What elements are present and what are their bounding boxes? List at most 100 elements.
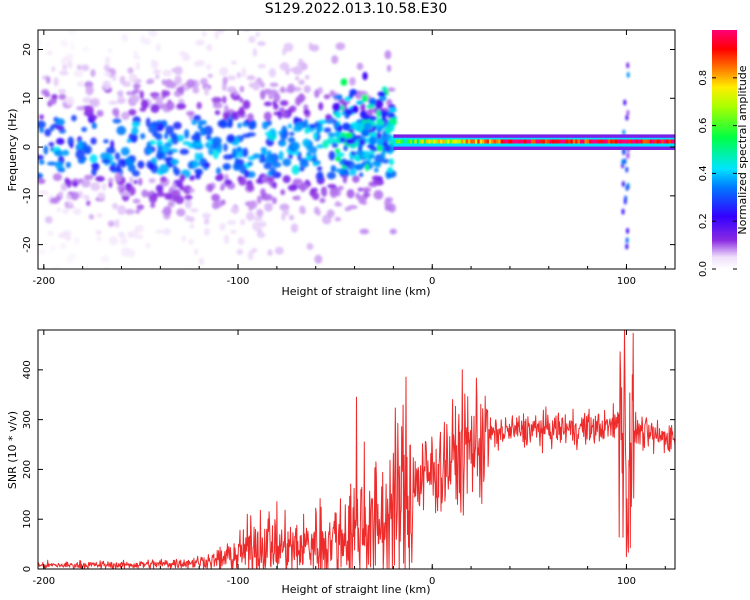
spectrogram-cell bbox=[163, 228, 171, 235]
snr-y-tick-label: 200 bbox=[22, 460, 33, 479]
spectrogram-cell bbox=[561, 139, 564, 144]
spectrogram-cell bbox=[304, 127, 310, 134]
spectrogram-cell bbox=[55, 118, 65, 126]
spectrogram-cell bbox=[640, 139, 644, 144]
spectrogram-cell bbox=[171, 182, 177, 191]
spectrogram-cell bbox=[622, 129, 626, 136]
spectrogram-cell bbox=[246, 211, 255, 221]
spectrogram-cell bbox=[73, 237, 80, 245]
spectrogram-cell bbox=[39, 114, 44, 120]
spectrogram-cell bbox=[198, 257, 205, 266]
spectrogram-cell bbox=[605, 139, 609, 144]
snr-x-tick-label: 100 bbox=[617, 576, 636, 587]
spectrogram-cell bbox=[257, 41, 266, 47]
spectrogram-cell bbox=[38, 190, 49, 195]
spectrogram-cell bbox=[110, 139, 115, 150]
spectrogram-cell bbox=[626, 153, 630, 160]
spectrogram-cell bbox=[551, 139, 555, 144]
spectrogram-cell bbox=[512, 139, 515, 144]
spectrogram-cell bbox=[196, 101, 202, 110]
spectrogram-cell bbox=[81, 126, 88, 133]
spectrogram-cell bbox=[304, 74, 310, 80]
spectrogram-cell bbox=[596, 139, 599, 144]
spectrogram-cell bbox=[626, 62, 630, 69]
spectrogram-cell bbox=[160, 176, 167, 183]
spectrogram-cell bbox=[241, 67, 247, 78]
spectrogram-cell bbox=[330, 165, 337, 172]
spectrogram-cell bbox=[111, 74, 117, 82]
spectrogram-cell bbox=[213, 199, 223, 208]
spectrogram-cell bbox=[103, 279, 112, 285]
spectrogram-cell bbox=[649, 139, 653, 144]
spectrogram-cell bbox=[155, 96, 164, 107]
spectrogram-cell bbox=[355, 192, 361, 200]
spectrogram-cell bbox=[264, 202, 273, 212]
spectrogram-cell bbox=[246, 75, 256, 81]
spectrogram-cell bbox=[197, 119, 207, 126]
spectrogram-cell bbox=[484, 139, 487, 144]
spectrogram-cell bbox=[38, 154, 44, 160]
spectrogram-cell bbox=[117, 205, 127, 215]
colorbar-axes: 0.0 0.2 0.4 0.6 0.8 bbox=[698, 70, 737, 277]
spectrogram-cell bbox=[563, 139, 567, 144]
spectrogram-cell bbox=[125, 208, 135, 215]
spectrogram-cell bbox=[384, 205, 393, 212]
spectrogram-cell bbox=[530, 139, 534, 144]
spectrogram-cell bbox=[361, 94, 369, 103]
spectrogram-cell bbox=[405, 139, 408, 144]
spectrogram-cell bbox=[195, 172, 201, 180]
spectrogram-cell bbox=[291, 164, 300, 175]
spectrogram-cell bbox=[407, 139, 410, 144]
spectrogram-cell bbox=[38, 172, 44, 180]
spectrogram-cell bbox=[71, 114, 77, 122]
spectrogram-cell bbox=[191, 134, 201, 141]
spectrogram-cell bbox=[268, 89, 278, 95]
spectrogram-cell bbox=[38, 159, 45, 165]
spectrogram-cell bbox=[344, 206, 352, 212]
spectrogram-cell bbox=[103, 139, 109, 144]
spectrogram-cell bbox=[103, 266, 110, 269]
spectrogram-frame bbox=[37, 29, 676, 270]
spectrogram-cell bbox=[65, 53, 74, 61]
spectrogram-cell bbox=[207, 183, 213, 193]
spectrogram-cell bbox=[261, 175, 270, 184]
spectrogram-cell bbox=[361, 128, 370, 137]
spectrogram-cell bbox=[120, 236, 128, 245]
spectrogram-cell bbox=[108, 177, 114, 183]
spectrogram-cell bbox=[135, 209, 141, 214]
spectrogram-cell bbox=[402, 139, 406, 144]
spectrogram-cell bbox=[271, 196, 277, 205]
spectrogram-cell bbox=[205, 134, 212, 141]
spectrogram-cell bbox=[173, 66, 183, 76]
spectrogram-cell bbox=[260, 146, 267, 153]
spectrogram-cell bbox=[128, 91, 133, 96]
spectrogram-cell bbox=[192, 161, 201, 168]
spectrogram-cell bbox=[354, 141, 359, 147]
spectrogram-cell bbox=[150, 59, 156, 65]
spectrogram-cell bbox=[48, 248, 53, 254]
spectrogram-cell bbox=[540, 139, 543, 144]
spectrogram-cell bbox=[237, 122, 242, 129]
spectrogram-cell bbox=[192, 87, 200, 94]
spectrogram-cell bbox=[635, 139, 639, 144]
spectrogram-cell bbox=[97, 192, 106, 200]
spectrogram-cell bbox=[181, 235, 186, 242]
spectrogram-cell bbox=[364, 150, 371, 156]
spectrogram-cell bbox=[238, 106, 245, 117]
snr-y-tick-label: 300 bbox=[22, 410, 33, 429]
spectrogram-cell bbox=[205, 64, 212, 71]
spectrogram-cell bbox=[135, 62, 140, 71]
colorbar-label: Normalized spectral amplitude bbox=[736, 65, 749, 234]
spectrogram-cell bbox=[535, 139, 539, 144]
spectrogram-cell bbox=[625, 243, 629, 250]
spectrogram-cell bbox=[167, 81, 177, 89]
spectrogram-cell bbox=[132, 198, 141, 204]
spectrogram-y-label: Frequency (Hz) bbox=[6, 109, 19, 192]
spectrogram-cell bbox=[43, 1, 47, 6]
spectrogram-cell bbox=[287, 184, 298, 192]
spectrogram-cell bbox=[334, 148, 341, 154]
spectrogram-cell bbox=[90, 182, 101, 192]
spectrogram-cell bbox=[362, 192, 371, 197]
spectrogram-cell bbox=[335, 168, 343, 173]
spectrogram-cell bbox=[289, 105, 297, 113]
